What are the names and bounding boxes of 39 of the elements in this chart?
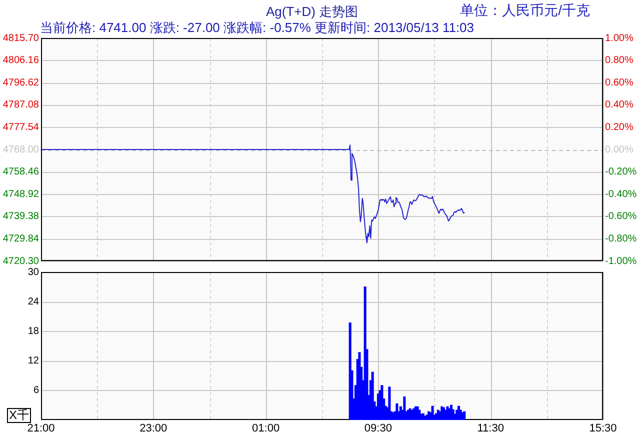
y2-tick-label: 0.80%: [605, 55, 634, 66]
y-tick-label: 4777.54: [2, 122, 40, 133]
y-tick-label: 12: [28, 356, 40, 367]
y-tick-label: 4796.62: [2, 77, 40, 88]
x-tick-label: 09:30: [364, 422, 392, 435]
bar: [388, 386, 391, 420]
y-tick-label: 4720.30: [2, 256, 40, 267]
y-tick-label: 4815.70: [2, 32, 40, 44]
x-tick-label: 01:00: [252, 422, 280, 435]
y2-tick-label: -0.40%: [605, 188, 637, 200]
y2-tick-label: -0.80%: [605, 233, 637, 244]
y2-tick-label: 0.20%: [605, 122, 634, 133]
y-tick-label: 4739.38: [2, 211, 40, 222]
y-tick-label: 30: [28, 266, 40, 278]
y-tick-label: 4729.84: [2, 233, 40, 244]
y-tick-label: 24: [28, 296, 40, 308]
y2-tick-label: 1.00%: [605, 32, 634, 44]
y2-tick-label: -0.20%: [605, 166, 637, 178]
y2-tick-label: 0.60%: [605, 77, 634, 88]
x-tick-label: 21:00: [27, 422, 55, 435]
y-tick-label: 4748.92: [2, 188, 40, 200]
text: 单位：人民币元/千克: [460, 2, 590, 18]
x-tick-label: 23:00: [140, 422, 168, 435]
y-axis-title: X千: [7, 408, 32, 423]
y-tick-label: 4768.00: [2, 144, 40, 156]
bar: [403, 396, 406, 420]
y-tick-label: 6: [33, 385, 40, 396]
y2-tick-label: -1.00%: [605, 256, 637, 267]
x-tick-label: 11:30: [477, 422, 504, 435]
chart-subtitle: 当前价格: 4741.00 涨跌: -27.00 涨跌幅: -0.57% 更新时间: 2013/05/13 11:03: [40, 20, 474, 35]
y-tick-label: 4787.08: [2, 100, 40, 111]
y2-tick-label: -0.60%: [605, 211, 637, 222]
y2-tick-label: 0.00%: [605, 144, 634, 156]
y-tick-label: 18: [28, 326, 40, 337]
y2-tick-label: 0.40%: [605, 100, 634, 111]
y-tick-label: 4806.16: [2, 55, 40, 66]
chart-title: Ag(T+D) 走势图: [266, 4, 358, 19]
y-tick-label: 4758.46: [2, 166, 40, 178]
x-tick-label: 15:30: [589, 422, 617, 435]
